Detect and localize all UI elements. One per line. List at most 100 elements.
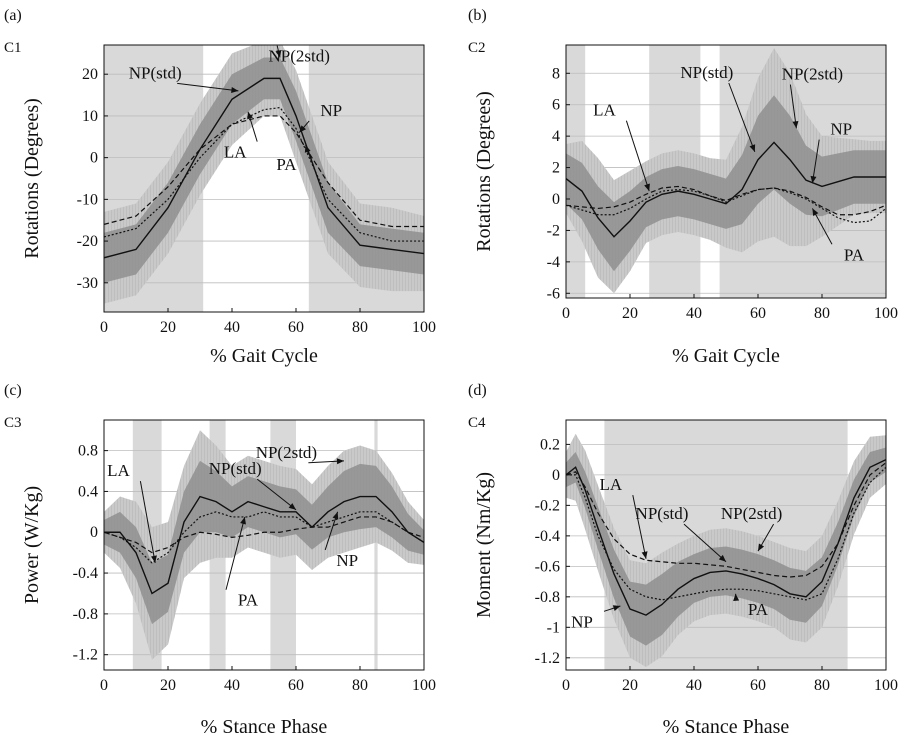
series-line-2 bbox=[566, 187, 886, 224]
series-line-3 bbox=[104, 516, 424, 554]
x-tick-label: 20 bbox=[160, 319, 176, 336]
x-axis-title: % Stance Phase bbox=[663, 716, 790, 738]
annotation-label: LA bbox=[599, 475, 622, 494]
annotation-label: PA bbox=[276, 155, 297, 174]
annotation-label: PA bbox=[748, 600, 769, 619]
y-tick-label: -0.8 bbox=[535, 589, 560, 606]
annotation-label: PA bbox=[844, 245, 865, 264]
annotation-leader bbox=[811, 139, 820, 184]
y-tick-label: -0.2 bbox=[535, 497, 560, 514]
series-line-1 bbox=[104, 77, 424, 259]
series-line-1 bbox=[566, 141, 886, 238]
y-tick-label: 0.4 bbox=[78, 483, 98, 500]
x-tick-label: 80 bbox=[352, 319, 368, 336]
x-tick-label: 60 bbox=[750, 305, 766, 322]
y-tick-label: -6 bbox=[547, 285, 560, 302]
plot-frame bbox=[565, 419, 887, 671]
annotation-arrowhead bbox=[644, 183, 650, 192]
annotation-label: NP bbox=[336, 551, 358, 570]
plot-area bbox=[104, 45, 424, 312]
y-tick-label: 2 bbox=[552, 160, 560, 177]
annotation-label: LA bbox=[107, 461, 130, 480]
annotation-arrowhead bbox=[792, 120, 799, 129]
plot-area bbox=[566, 420, 886, 670]
annotation-label: NP(std) bbox=[636, 504, 689, 523]
annotation-arrowhead bbox=[240, 516, 246, 525]
y-tick-label: 6 bbox=[552, 97, 560, 114]
x-tick-label: 100 bbox=[412, 677, 436, 694]
x-tick-label: 0 bbox=[100, 319, 108, 336]
x-tick-label: 40 bbox=[224, 677, 240, 694]
annotation-arrowhead bbox=[151, 555, 157, 563]
panel-code: C1 bbox=[4, 40, 22, 56]
x-tick-label: 60 bbox=[750, 677, 766, 694]
annotation-arrowhead bbox=[299, 125, 307, 133]
y-tick-label: -10 bbox=[77, 191, 98, 208]
annotation-arrowhead bbox=[810, 175, 817, 184]
annotation-arrowhead bbox=[275, 50, 282, 58]
annotation-label: LA bbox=[593, 101, 616, 120]
series-line-2 bbox=[104, 106, 424, 242]
plot-frame bbox=[103, 44, 425, 313]
y-tick-label: -30 bbox=[77, 275, 98, 292]
annotation-arrowhead bbox=[231, 87, 239, 94]
annotation-label: NP(2std) bbox=[256, 443, 317, 462]
x-tick-label: 80 bbox=[814, 677, 830, 694]
annotation-label: NP(std) bbox=[680, 63, 733, 82]
y-axis-title: Power (W/Kg) bbox=[21, 486, 43, 604]
shaded-region-4 bbox=[374, 420, 378, 670]
annotation-label: NP bbox=[571, 612, 593, 631]
panel-letter: (a) bbox=[4, 7, 22, 24]
y-axis-title: Rotations (Degrees) bbox=[21, 98, 43, 259]
plot-frame bbox=[565, 44, 887, 299]
series-line-2 bbox=[104, 511, 424, 564]
x-tick-label: 40 bbox=[224, 319, 240, 336]
annotation-arrowhead bbox=[336, 458, 344, 465]
panel-letter: (d) bbox=[468, 382, 487, 399]
chart-panel-4: 0 20 40 60 80 100 -1.2 -1 -0.8 -0.6 -0.4 -0.2 0 0.2 % … bbox=[468, 382, 898, 738]
x-tick-label: 60 bbox=[288, 677, 304, 694]
y-tick-label: -0.6 bbox=[535, 558, 560, 575]
y-tick-label: -20 bbox=[77, 233, 98, 250]
x-tick-label: 20 bbox=[160, 677, 176, 694]
y-tick-label: 20 bbox=[82, 66, 98, 83]
y-tick-label: 10 bbox=[82, 108, 98, 125]
annotation-arrowhead bbox=[812, 208, 819, 217]
annotation-leader bbox=[256, 478, 297, 511]
y-tick-label: -2 bbox=[547, 222, 560, 239]
x-tick-label: 100 bbox=[412, 319, 436, 336]
annotation-label: NP(2std) bbox=[782, 65, 843, 84]
annotation-arrowhead bbox=[332, 511, 339, 520]
panel-letter: (c) bbox=[4, 382, 22, 399]
y-tick-label: 0 bbox=[552, 467, 560, 484]
annotation-label: NP bbox=[320, 101, 342, 120]
annotation-leader bbox=[625, 120, 650, 192]
annotation-leader bbox=[789, 84, 797, 129]
annotation-label: NP(2std) bbox=[268, 47, 329, 66]
y-tick-label: 0.8 bbox=[78, 443, 98, 460]
y-tick-label: 0.2 bbox=[540, 436, 560, 453]
y-tick-label: -0.4 bbox=[73, 565, 98, 582]
annotation-leader bbox=[683, 523, 727, 563]
annotation-leader bbox=[225, 516, 246, 590]
x-tick-label: 0 bbox=[562, 305, 570, 322]
annotation-label: NP(std) bbox=[129, 63, 182, 82]
band-2std bbox=[566, 48, 886, 294]
chart-panel-3: 0 20 40 60 80 100 -1.2 -0.8 -0.4 0 0.4 0.8 % Stance … bbox=[4, 382, 436, 738]
y-tick-label: 0 bbox=[90, 150, 98, 167]
series-line-3 bbox=[566, 466, 886, 601]
x-tick-label: 80 bbox=[814, 305, 830, 322]
annotation-label: PA bbox=[238, 591, 259, 610]
panel-code: C3 bbox=[4, 415, 22, 431]
x-tick-label: 60 bbox=[288, 319, 304, 336]
annotation-label: NP bbox=[830, 120, 852, 139]
annotation-arrowhead bbox=[247, 111, 253, 120]
y-tick-label: -0.4 bbox=[535, 528, 560, 545]
annotation-arrowhead bbox=[304, 145, 311, 153]
y-tick-label: -1.2 bbox=[73, 647, 98, 664]
y-axis-title: Rotations (Degrees) bbox=[473, 91, 495, 252]
series-line-3 bbox=[566, 185, 886, 216]
y-tick-label: -4 bbox=[547, 254, 560, 271]
x-tick-label: 20 bbox=[622, 677, 638, 694]
